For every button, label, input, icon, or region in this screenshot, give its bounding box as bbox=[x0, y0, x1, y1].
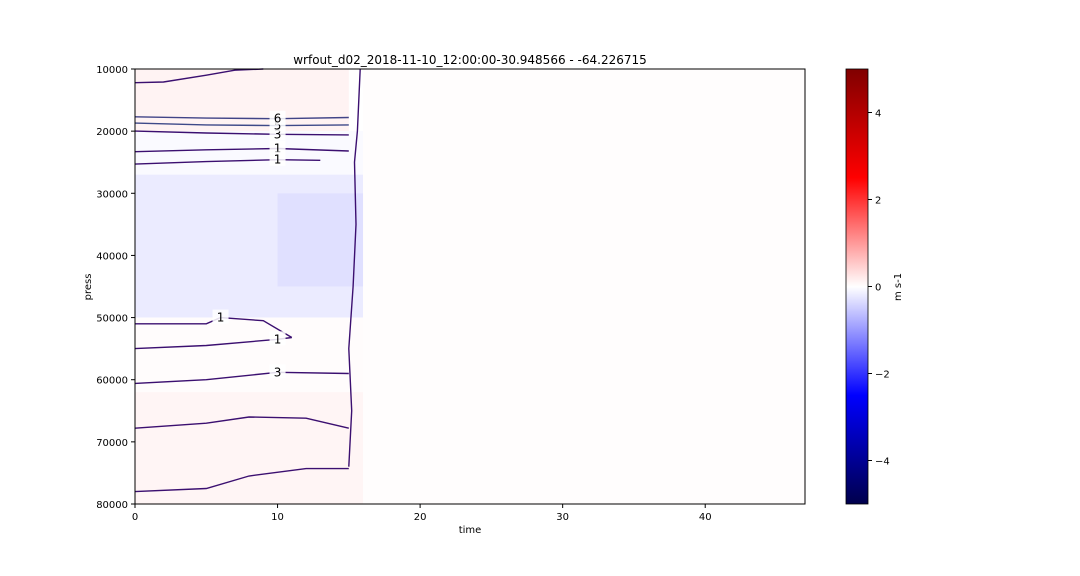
contour-label: 1 bbox=[217, 311, 225, 325]
plot-frame bbox=[134, 68, 806, 505]
y-axis: 10000 20000 30000 40000 50000 60000 70000 80000 bbox=[96, 65, 135, 511]
colorbar-tick-label: 0 bbox=[875, 283, 881, 294]
y-tick-label: 10000 bbox=[96, 65, 128, 76]
contour-label: 6 bbox=[274, 112, 282, 126]
field-patch bbox=[277, 193, 364, 287]
colorbar-gradient bbox=[845, 68, 869, 505]
contour-line bbox=[134, 116, 349, 120]
field-patch bbox=[135, 317, 364, 393]
contour-label: 1 bbox=[274, 142, 282, 156]
colorbar: 4 2 0 −2 −4 m s-1 bbox=[845, 68, 904, 505]
contour-label: 3 bbox=[274, 127, 282, 141]
y-tick-label: 60000 bbox=[96, 376, 128, 387]
x-axis: 0 10 20 30 40 bbox=[132, 504, 712, 523]
field-patch bbox=[135, 392, 364, 504]
contour-line bbox=[134, 467, 349, 493]
x-tick-label: 40 bbox=[699, 512, 712, 523]
field-patch bbox=[135, 131, 364, 175]
colorbar-tick-label: −2 bbox=[875, 370, 890, 381]
x-axis-label: time bbox=[459, 525, 482, 536]
colorbar-tick-label: 2 bbox=[875, 196, 881, 207]
contour-label-bg bbox=[212, 309, 229, 324]
contour-label: 3 bbox=[274, 365, 282, 379]
y-axis-label: press bbox=[83, 274, 94, 301]
contour-label: 1 bbox=[274, 332, 282, 346]
contour-line bbox=[134, 371, 349, 385]
field-layer bbox=[135, 69, 805, 504]
x-tick-label: 30 bbox=[556, 512, 569, 523]
y-tick-label: 80000 bbox=[96, 500, 128, 511]
contour-label-bg bbox=[269, 110, 286, 125]
x-tick-label: 10 bbox=[271, 512, 284, 523]
contour-line bbox=[348, 68, 361, 467]
contour-line bbox=[134, 122, 349, 127]
chart-title: wrfout_d02_2018-11-10_12:00:00-30.948566… bbox=[293, 53, 647, 67]
colorbar-tick-label: 4 bbox=[875, 109, 881, 120]
contour-label-bg bbox=[269, 151, 286, 166]
contour-label: 1 bbox=[274, 153, 282, 167]
y-tick-label: 20000 bbox=[96, 127, 128, 138]
y-tick-label: 70000 bbox=[96, 438, 128, 449]
contour-line bbox=[134, 147, 349, 153]
contour-line bbox=[134, 68, 264, 84]
contour-label-bg bbox=[269, 140, 286, 155]
colorbar-label: m s-1 bbox=[893, 273, 904, 301]
contour-line bbox=[134, 158, 321, 165]
x-tick-label: 20 bbox=[414, 512, 427, 523]
y-tick-label: 30000 bbox=[96, 189, 128, 200]
colorbar-tick-label: −4 bbox=[875, 457, 890, 468]
field-patch bbox=[135, 69, 349, 132]
contour-label: 5 bbox=[274, 119, 282, 133]
x-tick-label: 0 bbox=[132, 512, 138, 523]
field-patch bbox=[363, 69, 805, 504]
contour-label-bg bbox=[269, 364, 286, 379]
contour-line bbox=[134, 416, 349, 429]
y-tick-label: 50000 bbox=[96, 314, 128, 325]
colorbar-ticks: 4 2 0 −2 −4 bbox=[868, 109, 890, 468]
contour-label-bg bbox=[269, 331, 286, 346]
contour-line bbox=[134, 130, 349, 136]
y-tick-label: 40000 bbox=[96, 251, 128, 262]
